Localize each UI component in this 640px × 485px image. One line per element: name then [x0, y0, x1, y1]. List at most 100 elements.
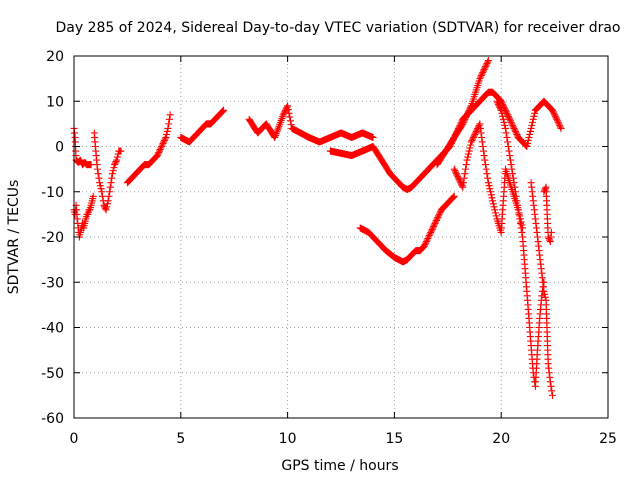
data-point — [471, 130, 479, 138]
data-point — [505, 114, 513, 122]
data-point — [156, 146, 164, 154]
y-tick-label: -50 — [41, 366, 64, 382]
data-point — [511, 188, 519, 196]
data-point — [162, 133, 170, 141]
data-point — [508, 120, 516, 128]
data-point — [480, 147, 488, 155]
data-point — [509, 170, 517, 178]
series-segment-11 — [493, 97, 548, 390]
data-point — [470, 132, 478, 140]
data-point — [96, 182, 104, 190]
x-tick-label: 20 — [492, 431, 510, 447]
data-point — [530, 112, 538, 120]
data-point — [476, 120, 484, 128]
data-point — [529, 118, 537, 126]
data-point — [449, 193, 457, 201]
data-point — [491, 206, 499, 214]
data-point — [461, 170, 469, 178]
data-point — [488, 194, 496, 202]
data-point — [433, 215, 441, 223]
data-point — [458, 182, 466, 190]
data-point — [490, 203, 498, 211]
data-point — [464, 150, 472, 158]
data-point — [495, 102, 503, 110]
data-point — [109, 167, 117, 175]
data-point — [504, 138, 512, 146]
data-point — [455, 176, 463, 184]
data-point — [500, 118, 508, 126]
data-point — [547, 228, 555, 236]
data-point — [165, 115, 173, 123]
series-segment-9 — [433, 57, 492, 169]
data-point — [509, 121, 517, 129]
x-axis-label: GPS time / hours — [281, 458, 398, 474]
data-point — [424, 235, 432, 243]
data-point — [103, 203, 111, 211]
data-point — [160, 136, 168, 144]
data-point — [493, 97, 501, 105]
data-point — [279, 111, 287, 119]
data-point — [523, 143, 531, 150]
series-segment-1 — [70, 192, 97, 241]
data-point — [111, 159, 119, 167]
data-point — [511, 183, 519, 191]
data-point — [459, 120, 467, 128]
data-point — [553, 115, 561, 123]
data-point — [551, 111, 559, 119]
data-point — [108, 170, 116, 178]
data-point — [464, 108, 472, 116]
data-point — [76, 156, 84, 164]
data-point — [504, 111, 512, 119]
data-point — [540, 287, 548, 295]
data-point — [552, 114, 560, 122]
x-axis-ticks: 0 5 10 15 20 25 — [70, 56, 617, 447]
data-point — [98, 188, 106, 196]
data-point — [436, 209, 444, 217]
data-point — [108, 174, 116, 182]
data-point — [430, 221, 438, 229]
data-point — [479, 69, 487, 77]
data-point — [460, 174, 468, 182]
data-point — [514, 201, 522, 209]
data-point — [219, 107, 227, 115]
data-point — [432, 216, 440, 224]
data-point — [102, 206, 110, 214]
data-point — [369, 133, 377, 141]
data-point — [496, 103, 504, 111]
data-point — [514, 206, 522, 214]
data-point — [158, 141, 166, 149]
data-point — [482, 63, 490, 71]
data-point — [501, 121, 509, 129]
x-tick-label: 0 — [70, 431, 79, 447]
y-axis-label: SDTVAR / TECUs — [6, 180, 22, 295]
data-point — [459, 179, 467, 187]
data-point — [508, 165, 516, 173]
data-point — [422, 238, 430, 246]
series-segment-4 — [123, 111, 174, 187]
data-point — [427, 228, 435, 236]
data-point — [496, 105, 504, 113]
data-point — [498, 109, 506, 117]
series-segment-6 — [245, 102, 377, 146]
data-point — [160, 138, 168, 146]
data-point — [459, 118, 467, 126]
data-point — [107, 179, 115, 187]
data-point — [524, 136, 532, 144]
data-point — [432, 218, 440, 226]
data-point — [286, 117, 294, 125]
data-point — [553, 117, 561, 125]
data-point — [466, 105, 474, 113]
data-point — [105, 192, 113, 200]
x-tick-label: 10 — [279, 431, 297, 447]
data-point — [480, 152, 488, 160]
y-tick-label: -10 — [41, 185, 64, 201]
data-point — [512, 129, 520, 137]
data-point — [218, 108, 226, 116]
data-point — [548, 106, 556, 114]
data-point — [473, 126, 481, 134]
data-point — [556, 121, 564, 129]
data-point — [285, 109, 293, 117]
data-point — [425, 233, 433, 241]
data-point — [516, 219, 524, 227]
x-tick-label: 5 — [176, 431, 185, 447]
